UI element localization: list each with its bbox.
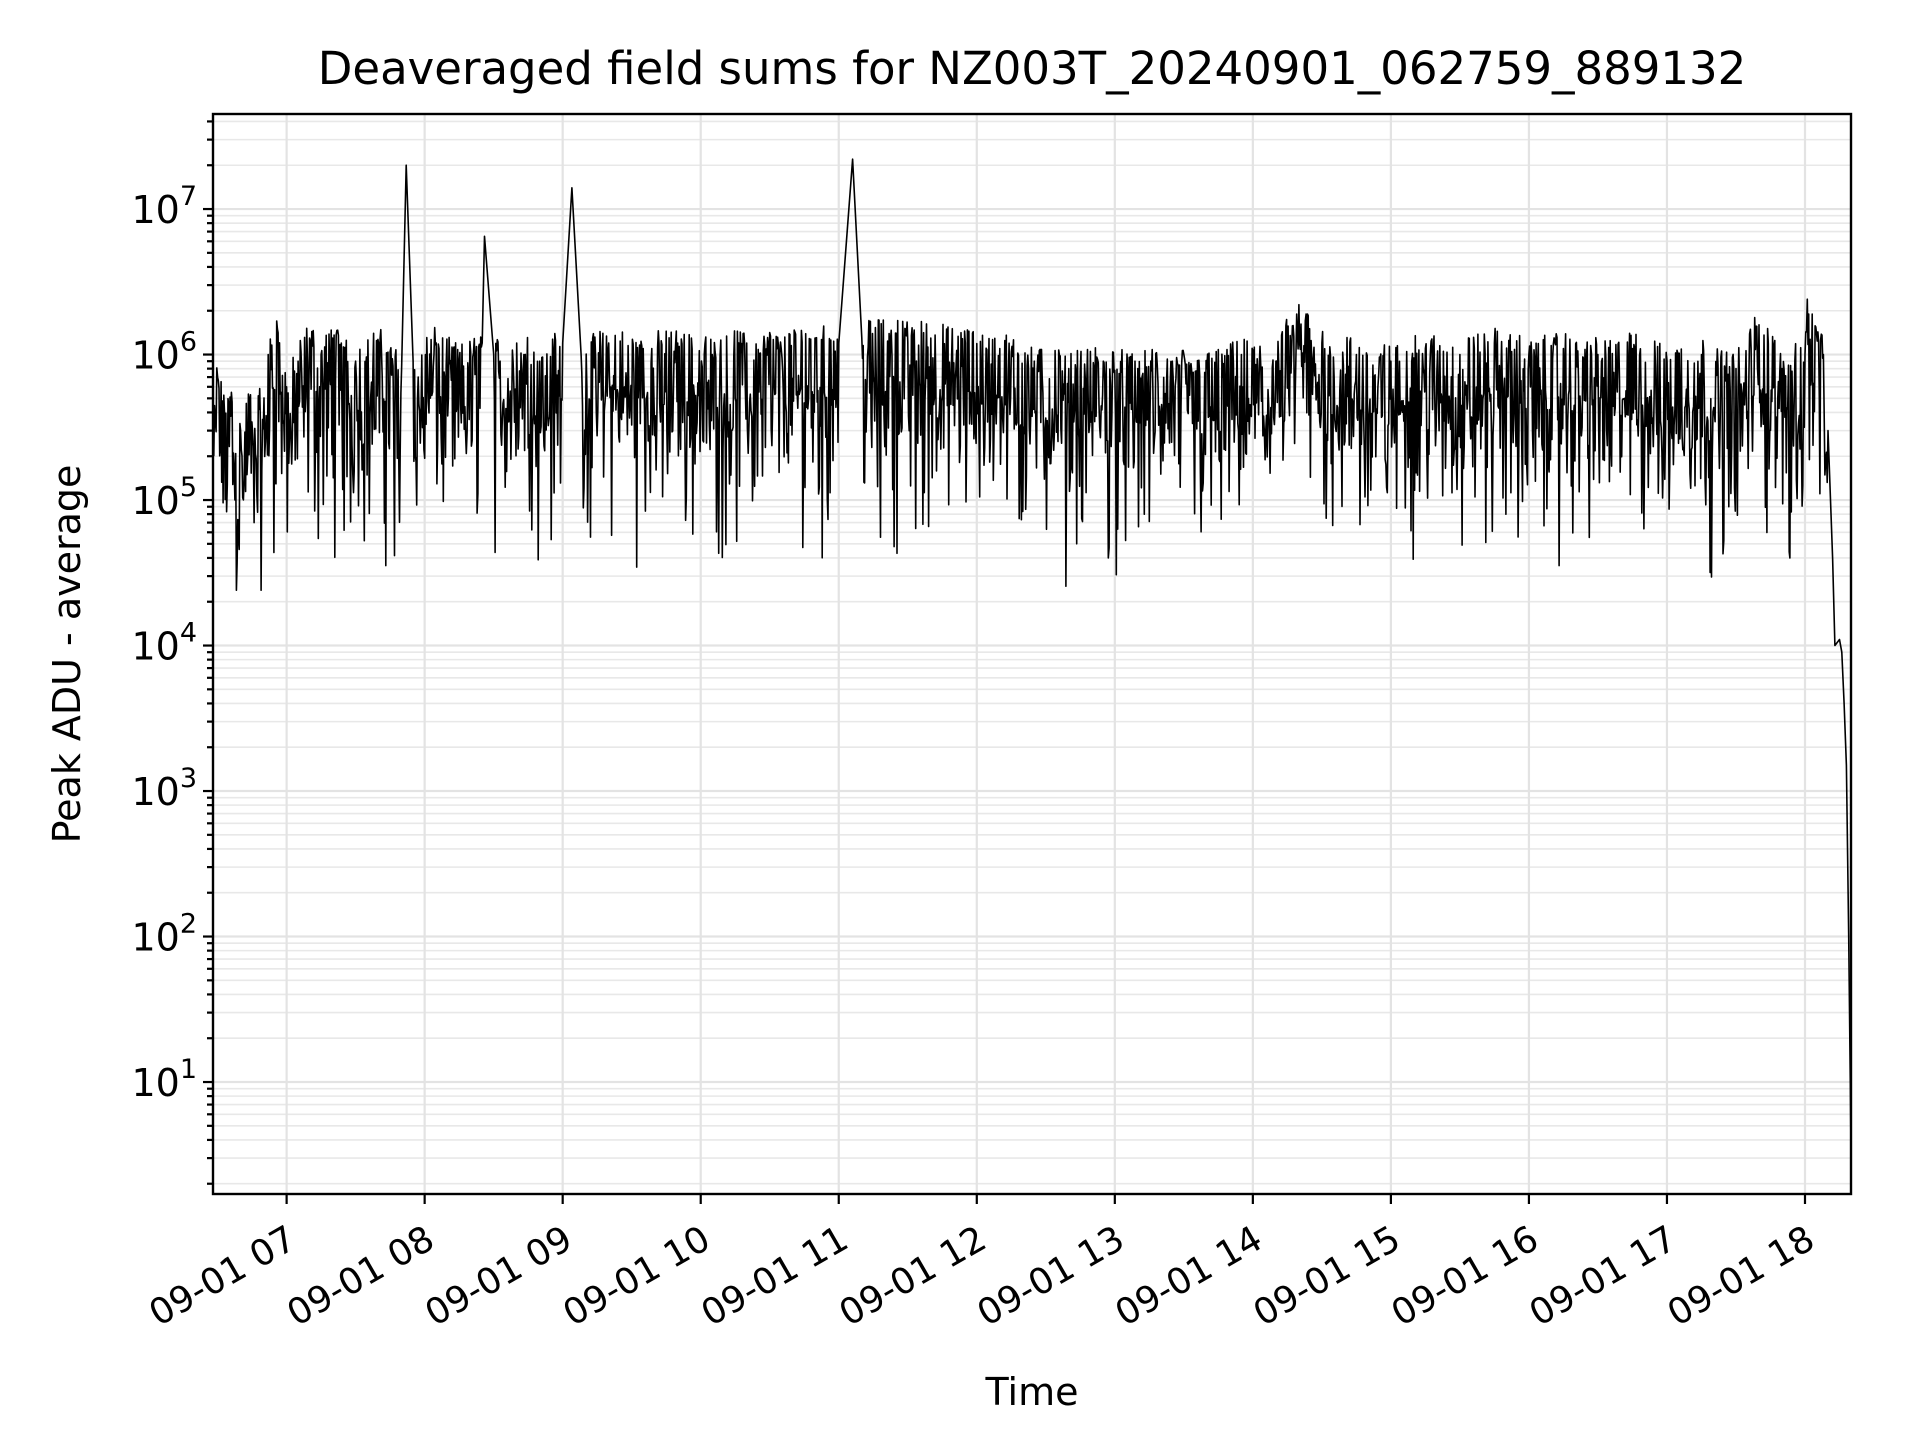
y-tick-label: 101 xyxy=(131,1054,197,1105)
x-tick-label: 09-01 14 xyxy=(1109,1218,1270,1334)
x-axis-label: Time xyxy=(985,1370,1079,1414)
x-tick-label: 09-01 13 xyxy=(971,1218,1132,1334)
x-tick-label: 09-01 07 xyxy=(142,1218,303,1334)
y-tick-label: 103 xyxy=(131,763,197,814)
x-tick-label: 09-01 17 xyxy=(1523,1218,1684,1334)
x-tick-label: 09-01 09 xyxy=(419,1218,580,1334)
y-axis: 101 102 103 104 105 106 107 xyxy=(131,120,213,1185)
y-tick-label: 106 xyxy=(131,327,197,378)
x-tick-label: 09-01 18 xyxy=(1661,1218,1822,1334)
series-layer xyxy=(212,158,1852,1149)
y-tick-label: 105 xyxy=(131,472,197,523)
x-tick-label: 09-01 15 xyxy=(1247,1218,1408,1334)
y-axis-label: Peak ADU - average xyxy=(45,465,89,844)
y-tick-label: 102 xyxy=(131,909,197,960)
x-tick-label: 09-01 10 xyxy=(557,1218,718,1334)
x-tick-label: 09-01 11 xyxy=(695,1218,856,1334)
y-tick-label: 104 xyxy=(131,618,197,669)
x-tick-label: 09-01 08 xyxy=(280,1218,441,1334)
chart-title: Deaveraged field sums for NZ003T_2024090… xyxy=(318,42,1747,95)
y-tick-label: 107 xyxy=(131,181,197,232)
grid-layer xyxy=(213,114,1851,1194)
x-tick-label: 09-01 12 xyxy=(833,1218,994,1334)
x-tick-label: 09-01 16 xyxy=(1385,1218,1546,1334)
series-line xyxy=(212,158,1852,1149)
plot-frame xyxy=(211,112,1853,1196)
